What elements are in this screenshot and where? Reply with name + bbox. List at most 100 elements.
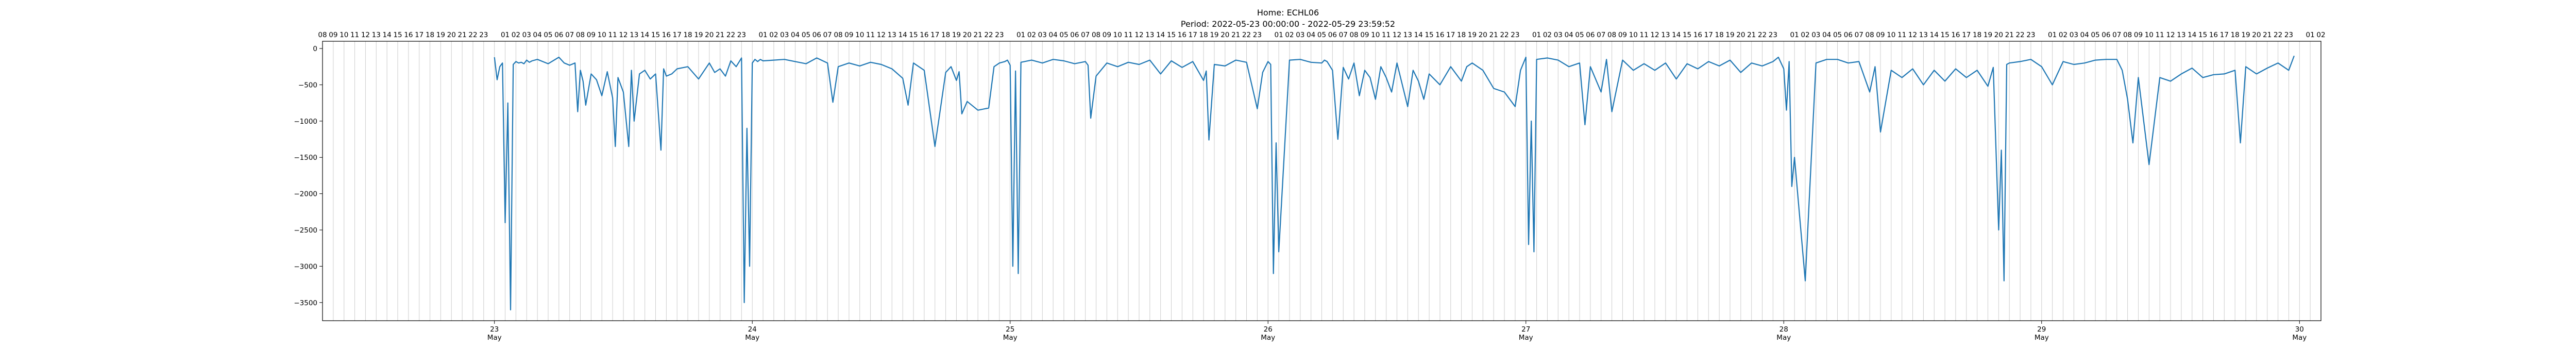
hour-tick-label: 12 [2166, 31, 2175, 39]
hour-tick-label: 23 [1769, 31, 1777, 39]
hour-tick-label: 09 [1618, 31, 1627, 39]
hour-tick-label: 10 [340, 31, 348, 39]
hour-tick-label: 12 [1650, 31, 1659, 39]
x-tick-month-label: May [745, 334, 759, 342]
hour-tick-label: 17 [1704, 31, 1713, 39]
hour-tick-label: 09 [1103, 31, 1111, 39]
grid-layer [322, 41, 2321, 321]
x-tick-month-label: May [487, 334, 502, 342]
hour-tick-label: 20 [1221, 31, 1229, 39]
hour-tick-label: 17 [930, 31, 939, 39]
hour-tick-label: 06 [1070, 31, 1079, 39]
hour-tick-label: 04 [1307, 31, 1315, 39]
hour-tick-label: 18 [683, 31, 692, 39]
hour-tick-label: 02 [1027, 31, 1036, 39]
hour-tick-label: 08 [1349, 31, 1358, 39]
hour-tick-label: 15 [909, 31, 918, 39]
x-tick-day-label: 27 [1521, 325, 1530, 334]
hour-tick-label: 09 [844, 31, 853, 39]
hour-tick-label: 01 [2306, 31, 2315, 39]
hour-tick-label: 21 [1489, 31, 1498, 39]
hour-tick-label: 04 [2080, 31, 2089, 39]
hour-tick-label: 03 [2070, 31, 2078, 39]
hour-tick-label: 13 [888, 31, 896, 39]
hour-tick-label: 18 [1457, 31, 1466, 39]
hour-tick-label: 12 [361, 31, 370, 39]
hour-tick-label: 13 [1145, 31, 1154, 39]
hour-tick-label: 23 [737, 31, 746, 39]
hour-tick-label: 14 [2188, 31, 2196, 39]
hour-tick-label: 21 [2005, 31, 2014, 39]
hour-tick-label: 13 [372, 31, 381, 39]
hour-tick-label: 05 [544, 31, 552, 39]
hour-tick-label: 21 [974, 31, 982, 39]
hour-tick-label: 04 [791, 31, 800, 39]
hour-tick-label: 08 [1607, 31, 1616, 39]
hour-tick-label: 05 [1575, 31, 1584, 39]
hour-tick-label: 18 [1199, 31, 1208, 39]
hour-tick-label: 21 [716, 31, 724, 39]
hour-tick-label: 20 [1994, 31, 2003, 39]
hour-tick-label: 16 [2209, 31, 2218, 39]
hour-tick-label: 19 [1725, 31, 1734, 39]
hour-tick-label: 18 [941, 31, 950, 39]
hour-tick-label: 15 [1167, 31, 1176, 39]
hour-tick-label: 16 [662, 31, 671, 39]
x-tick-day-label: 30 [2295, 325, 2304, 334]
y-tick-label: −3000 [294, 262, 317, 271]
hour-tick-label: 22 [2274, 31, 2282, 39]
x-tick-month-label: May [2035, 334, 2049, 342]
chart-title: Home: ECHL06 [1257, 8, 1319, 18]
hour-tick-label: 19 [1468, 31, 1477, 39]
hour-tick-label: 07 [2112, 31, 2121, 39]
hour-tick-label: 11 [866, 31, 875, 39]
hour-tick-label: 04 [533, 31, 542, 39]
hour-tick-label: 19 [2241, 31, 2250, 39]
hour-tick-label: 01 [1790, 31, 1799, 39]
hour-tick-label: 20 [705, 31, 714, 39]
hour-tick-label: 08 [2123, 31, 2132, 39]
hour-tick-label: 22 [984, 31, 993, 39]
hour-tick-label: 17 [415, 31, 423, 39]
hour-tick-label: 02 [1543, 31, 1552, 39]
hour-tick-label: 18 [1715, 31, 1724, 39]
hour-tick-label: 05 [2091, 31, 2099, 39]
hour-tick-label: 20 [1736, 31, 1745, 39]
hour-tick-label: 02 [1801, 31, 1809, 39]
x-tick-month-label: May [1261, 334, 1275, 342]
hour-tick-label: 10 [855, 31, 864, 39]
hour-tick-label: 01 [2048, 31, 2057, 39]
hour-tick-label: 20 [963, 31, 972, 39]
hour-tick-label: 12 [1393, 31, 1401, 39]
series-layer [494, 55, 2295, 311]
hour-tick-label: 10 [2145, 31, 2154, 39]
hour-tick-label: 17 [673, 31, 682, 39]
hour-tick-label: 15 [651, 31, 660, 39]
hour-tick-label: 05 [1317, 31, 1326, 39]
hour-tick-label: 09 [1360, 31, 1369, 39]
hour-tick-label: 07 [1597, 31, 1605, 39]
hour-tick-label: 16 [1435, 31, 1444, 39]
x-tick-month-label: May [1519, 334, 1533, 342]
y-tick-label: −2000 [294, 190, 317, 199]
hour-tick-label: 23 [1253, 31, 1262, 39]
hour-tick-label: 14 [1414, 31, 1423, 39]
y-axis: 0 −500 −1000 −1500 −2000 −2500 −3000 −3500 [294, 45, 323, 307]
y-tick-label: −3500 [294, 299, 317, 307]
hour-tick-label: 07 [1339, 31, 1348, 39]
hour-tick-label: 12 [619, 31, 628, 39]
hour-tick-label: 02 [512, 31, 520, 39]
hour-tick-label: 10 [1371, 31, 1380, 39]
hour-tick-label: 04 [1565, 31, 1573, 39]
hour-tick-label: 06 [812, 31, 821, 39]
hour-tick-label: 13 [1919, 31, 1928, 39]
hour-tick-label: 10 [1113, 31, 1122, 39]
hour-tick-label: 15 [2198, 31, 2207, 39]
hour-tick-label: 10 [1629, 31, 1638, 39]
hour-tick-label: 04 [1822, 31, 1831, 39]
hour-tick-label: 08 [576, 31, 585, 39]
hour-tick-label: 09 [329, 31, 337, 39]
hour-tick-label: 13 [1661, 31, 1670, 39]
